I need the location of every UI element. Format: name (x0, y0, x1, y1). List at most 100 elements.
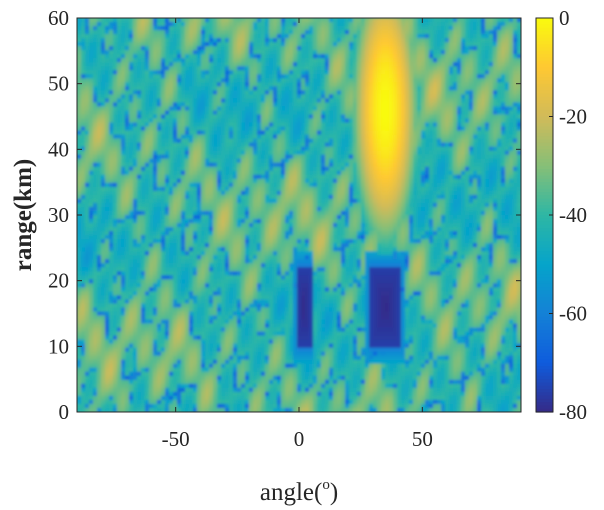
heatmap-cell (89, 102, 94, 108)
heatmap-cell (453, 174, 458, 180)
heatmap-cell (477, 142, 482, 148)
heatmap-cell (489, 22, 494, 27)
heatmap-cell (333, 142, 338, 148)
heatmap-cell (445, 170, 450, 176)
heatmap-cell (485, 26, 490, 31)
heatmap-cell (277, 110, 282, 116)
heatmap-cell (409, 186, 414, 192)
heatmap-cell (497, 78, 502, 83)
heatmap-cell (81, 58, 86, 63)
heatmap-cell (429, 146, 434, 152)
heatmap-cell (365, 98, 370, 104)
heatmap-cell (85, 62, 90, 67)
heatmap-cell (385, 114, 390, 120)
heatmap-cell (513, 102, 518, 108)
heatmap-cell (121, 126, 126, 132)
heatmap-cell (417, 118, 422, 124)
heatmap-cell (169, 170, 174, 176)
heatmap-cell (517, 170, 521, 176)
heatmap-cell (365, 38, 370, 43)
heatmap-cell (153, 150, 158, 156)
heatmap-cell (93, 42, 98, 47)
heatmap-cell (465, 58, 470, 63)
heatmap-cell (109, 94, 114, 100)
heatmap-cell (205, 126, 210, 132)
heatmap-cell (121, 122, 126, 128)
heatmap-cell (421, 130, 426, 136)
heatmap-cell (85, 118, 90, 124)
heatmap-cell (197, 126, 202, 132)
heatmap-cell (161, 46, 166, 51)
heatmap-cell (133, 42, 138, 47)
heatmap-cell (181, 34, 186, 39)
heatmap-cell (289, 62, 294, 67)
heatmap-cell (397, 18, 402, 23)
heatmap-cell (297, 150, 302, 156)
heatmap-cell (225, 142, 230, 148)
heatmap-cell (265, 46, 270, 51)
heatmap-cell (385, 174, 390, 180)
heatmap-cell (317, 190, 322, 196)
heatmap-cell (249, 106, 254, 112)
heatmap-cell (513, 142, 518, 148)
heatmap-cell (185, 114, 190, 120)
heatmap-cell (261, 138, 266, 144)
heatmap-cell (369, 194, 374, 200)
heatmap-cell (477, 98, 482, 104)
heatmap-cell (461, 138, 466, 144)
heatmap-cell (409, 50, 414, 55)
heatmap-cell (221, 26, 226, 31)
heatmap-cell (265, 50, 270, 55)
heatmap-cell (361, 22, 366, 27)
heatmap-cell (349, 138, 354, 144)
heatmap-cell (329, 22, 334, 27)
heatmap-cell (317, 150, 322, 156)
heatmap-cell (277, 186, 282, 192)
heatmap-cell (313, 70, 318, 75)
heatmap-cell (293, 22, 298, 27)
heatmap-cell (257, 174, 262, 180)
heatmap-cell (333, 190, 338, 196)
heatmap-cell (313, 126, 318, 132)
heatmap-cell (297, 114, 302, 120)
heatmap-cell (125, 70, 130, 75)
heatmap-cell (385, 18, 390, 23)
heatmap-cell (353, 138, 358, 144)
heatmap-cell (325, 178, 330, 184)
heatmap-cell (285, 134, 290, 140)
heatmap-cell (505, 94, 510, 100)
heatmap-cell (265, 86, 270, 91)
heatmap-cell (217, 142, 222, 148)
heatmap-cell (185, 70, 190, 75)
heatmap-cell (185, 134, 190, 140)
heatmap-cell (429, 82, 434, 87)
heatmap-cell (185, 130, 190, 136)
heatmap-cell (193, 22, 198, 27)
heatmap-cell (181, 178, 186, 184)
heatmap-cell (401, 182, 406, 188)
heatmap-cell (433, 158, 438, 164)
heatmap-cell (113, 170, 118, 176)
heatmap-cell (397, 34, 402, 39)
heatmap-cell (321, 82, 326, 87)
heatmap-cell (209, 78, 214, 83)
heatmap-cell (189, 162, 194, 168)
heatmap-cell (389, 54, 394, 59)
heatmap-cell (297, 182, 302, 188)
heatmap-cell (97, 110, 102, 116)
heatmap-cell (273, 78, 278, 83)
heatmap-cell (341, 66, 346, 71)
heatmap-cell (101, 58, 106, 63)
heatmap-cell (357, 186, 362, 192)
heatmap-cell (77, 90, 82, 95)
heatmap-cell (509, 158, 514, 164)
heatmap-cell (333, 146, 338, 152)
heatmap-cell (165, 106, 170, 112)
heatmap-cell (505, 74, 510, 79)
heatmap-cell (429, 166, 434, 172)
heatmap-cell (169, 118, 174, 124)
heatmap-cell (413, 66, 418, 71)
heatmap-cell (437, 114, 442, 120)
heatmap-cell (489, 30, 494, 35)
heatmap-cell (101, 118, 106, 124)
